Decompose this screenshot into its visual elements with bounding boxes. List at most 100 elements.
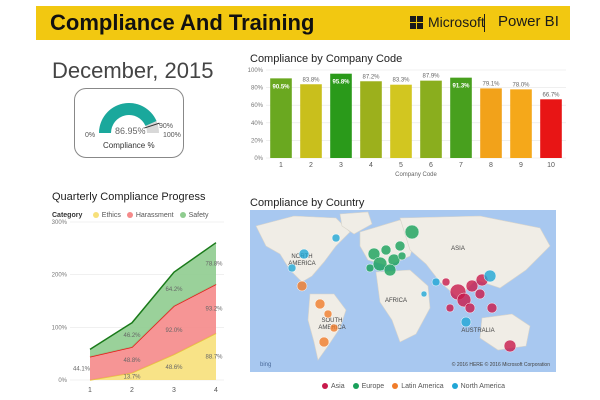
company-chart-title: Compliance by Company Code: [250, 53, 403, 65]
x-axis-title: Company Code: [395, 172, 437, 178]
map-bubble: [474, 288, 486, 300]
legend-item[interactable]: Ethics: [92, 212, 121, 219]
y-tick-label: 100%: [248, 68, 264, 74]
gauge-target-label: 90%: [159, 123, 174, 130]
header-divider: [484, 14, 485, 32]
legend-dot-icon: [126, 212, 133, 219]
map-region-label: SOUTH: [322, 318, 343, 324]
map-legend: Asia Europe Latin America North America: [322, 375, 513, 390]
data-label: 87.2%: [362, 74, 380, 80]
legend-item[interactable]: Asia: [322, 383, 345, 390]
y-tick-label: 100%: [52, 325, 68, 331]
gauge-card[interactable]: 0% 86.95% 90% 100% Compliance %: [74, 88, 184, 158]
bar: [420, 80, 442, 158]
gauge-max-label: 100%: [163, 132, 181, 139]
map-bubble: [483, 269, 497, 283]
data-label: 79.1%: [482, 81, 500, 87]
map-bubble: [314, 298, 326, 310]
product-name: Power BI: [498, 13, 559, 30]
data-label: 44.1%: [73, 366, 91, 372]
gauge-value: 86.95%: [115, 126, 146, 136]
gauge-min-label: 0%: [85, 132, 96, 139]
legend-item[interactable]: Europe: [352, 383, 385, 390]
quarterly-chart-title: Quarterly Compliance Progress: [52, 191, 206, 203]
map-bubble: [331, 233, 341, 243]
bar: [270, 78, 292, 158]
map-copyright: © 2016 HERE © 2016 Microsoft Corporation: [452, 361, 550, 368]
map-bubble: [460, 316, 472, 328]
quarterly-area-chart[interactable]: 0% 100% 200% 300% 13.7% 48.6% 88.7% 44.1% 48.8% 9…: [42, 216, 230, 400]
australia-land: [479, 313, 531, 351]
legend-item[interactable]: Harassment: [126, 212, 174, 219]
company-bar-chart[interactable]: 0% 20% 40% 60% 80% 100% 90.5% 1 83.8% 2 95.8% 3 87.2…: [244, 64, 570, 184]
legend-dot-icon: [392, 383, 399, 390]
report-date: December, 2015: [52, 58, 214, 83]
greenland-land: [339, 211, 373, 235]
x-tick-label: 6: [429, 162, 433, 169]
bar: [480, 88, 502, 158]
x-tick-label: 1: [88, 387, 92, 394]
x-tick-label: 4: [214, 387, 218, 394]
y-tick-label: 80%: [251, 86, 264, 92]
map-bubble: [503, 339, 517, 353]
legend-item[interactable]: Safety: [179, 212, 209, 219]
bar: [360, 81, 382, 158]
data-label: 91.3%: [452, 84, 470, 90]
data-label: 95.8%: [332, 80, 350, 86]
x-tick-label: 10: [547, 162, 555, 169]
data-label: 83.3%: [392, 78, 410, 84]
y-tick-label: 0%: [254, 156, 263, 162]
microsoft-logo-icon: [410, 16, 424, 30]
legend-items: Ethics Harassment Safety: [87, 204, 209, 221]
bar: [510, 89, 532, 158]
area-ethics: [90, 333, 216, 380]
country-bubble-map[interactable]: NORTHAMERICAASIAAFRICASOUTHAMERICAAUSTRA…: [250, 210, 556, 372]
data-label: 92.0%: [165, 328, 183, 334]
legend-dot-icon: [322, 383, 328, 390]
data-label: 48.6%: [165, 365, 183, 371]
map-region-label: ASIA: [451, 246, 465, 252]
bar: [390, 84, 412, 158]
data-label: 64.2%: [165, 287, 183, 293]
map-bubble: [486, 302, 498, 314]
series-line: [89, 242, 217, 351]
data-label: 87.9%: [422, 74, 440, 80]
area-harassment: [90, 284, 216, 380]
map-bubble: [441, 277, 451, 287]
data-label: 13.7%: [123, 374, 141, 380]
bing-logo-text: bing: [260, 362, 271, 368]
legend-label: Harassment: [135, 212, 174, 219]
legend-label: Europe: [361, 383, 385, 390]
data-label: 90.5%: [272, 84, 290, 90]
bar: [330, 73, 352, 158]
area-safety: [90, 242, 216, 357]
data-label: 78.0%: [512, 82, 530, 88]
legend-dot-icon: [352, 383, 359, 390]
brand-name: Microsoft: [428, 14, 485, 30]
legend-label: Safety: [188, 212, 209, 219]
page-title: Compliance And Training: [50, 10, 315, 35]
data-label: 46.2%: [123, 333, 141, 339]
south-america-land: [307, 293, 347, 361]
map-title: Compliance by Country: [250, 197, 365, 209]
series-line: [89, 332, 217, 381]
map-bubble: [383, 263, 397, 277]
legend-dot-icon: [179, 212, 186, 219]
x-tick-label: 3: [339, 162, 343, 169]
y-tick-label: 40%: [251, 121, 264, 127]
x-tick-label: 2: [130, 387, 134, 394]
x-tick-label: 5: [399, 162, 403, 169]
legend-label: Asia: [331, 383, 345, 390]
gauge-caption: Compliance %: [103, 141, 155, 150]
map-bubble: [397, 251, 407, 261]
y-tick-label: 200%: [52, 273, 68, 279]
y-tick-label: 0%: [58, 378, 67, 384]
africa-land: [375, 269, 431, 343]
legend-item[interactable]: North America: [451, 383, 505, 390]
x-tick-label: 8: [489, 162, 493, 169]
data-label: 66.7%: [542, 92, 560, 98]
quarterly-legend: Category Ethics Harassment Safety: [52, 204, 208, 219]
y-tick-label: 300%: [52, 220, 68, 226]
data-label: 48.8%: [123, 358, 141, 364]
legend-item[interactable]: Latin America: [392, 383, 444, 390]
